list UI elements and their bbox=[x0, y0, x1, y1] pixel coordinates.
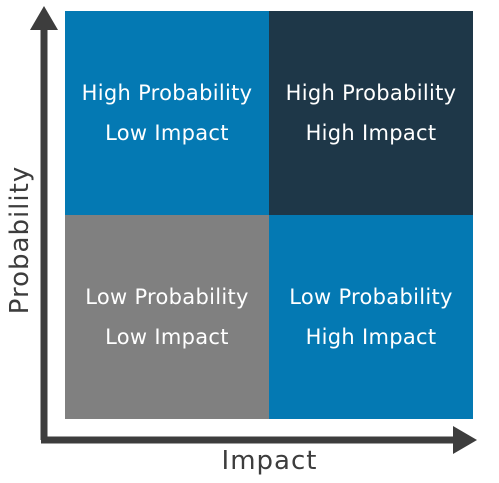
y-axis-label: Probability bbox=[5, 165, 35, 315]
quadrant-impact-label: High Impact bbox=[305, 121, 437, 145]
quadrant-probability-label: High Probability bbox=[81, 81, 253, 105]
quadrant-low-probability-high-impact: Low Probability High Impact bbox=[269, 215, 473, 419]
quadrant-impact-label: Low Impact bbox=[105, 325, 229, 349]
x-axis-label: Impact bbox=[221, 446, 318, 476]
quadrant-probability-label: Low Probability bbox=[289, 285, 453, 309]
quadrant-low-probability-low-impact: Low Probability Low Impact bbox=[65, 215, 269, 419]
x-axis-arrow bbox=[453, 426, 477, 454]
quadrant-impact-label: Low Impact bbox=[105, 121, 229, 145]
quadrant-high-probability-high-impact: High Probability High Impact bbox=[269, 11, 473, 215]
y-axis-arrow bbox=[30, 6, 58, 30]
quadrant-impact-label: High Impact bbox=[305, 325, 437, 349]
quadrant-probability-label: Low Probability bbox=[85, 285, 249, 309]
quadrant-high-probability-low-impact: High Probability Low Impact bbox=[65, 11, 269, 215]
quadrant-probability-label: High Probability bbox=[285, 81, 457, 105]
